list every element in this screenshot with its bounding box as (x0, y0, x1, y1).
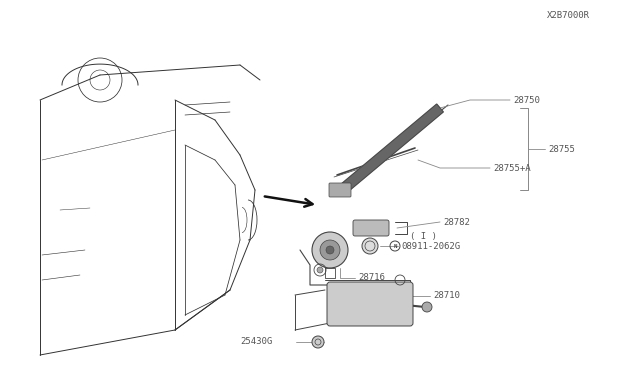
Text: 28716: 28716 (358, 273, 385, 282)
Circle shape (326, 246, 334, 254)
Polygon shape (339, 104, 444, 194)
Text: N: N (394, 244, 397, 248)
Text: 28755+A: 28755+A (493, 164, 531, 173)
Text: 28755: 28755 (548, 144, 575, 154)
Circle shape (320, 240, 340, 260)
Text: X2B7000R: X2B7000R (547, 10, 590, 19)
Circle shape (312, 336, 324, 348)
Text: 08911-2062G: 08911-2062G (401, 241, 460, 250)
Circle shape (312, 232, 348, 268)
FancyBboxPatch shape (353, 220, 389, 236)
Text: 28750: 28750 (513, 96, 540, 105)
Circle shape (422, 302, 432, 312)
FancyBboxPatch shape (327, 282, 413, 326)
Text: ( I ): ( I ) (410, 231, 437, 241)
Circle shape (362, 238, 378, 254)
FancyBboxPatch shape (329, 183, 351, 197)
Text: 25430G: 25430G (240, 337, 272, 346)
Text: 28710: 28710 (433, 292, 460, 301)
Circle shape (317, 267, 323, 273)
Text: 28782: 28782 (443, 218, 470, 227)
